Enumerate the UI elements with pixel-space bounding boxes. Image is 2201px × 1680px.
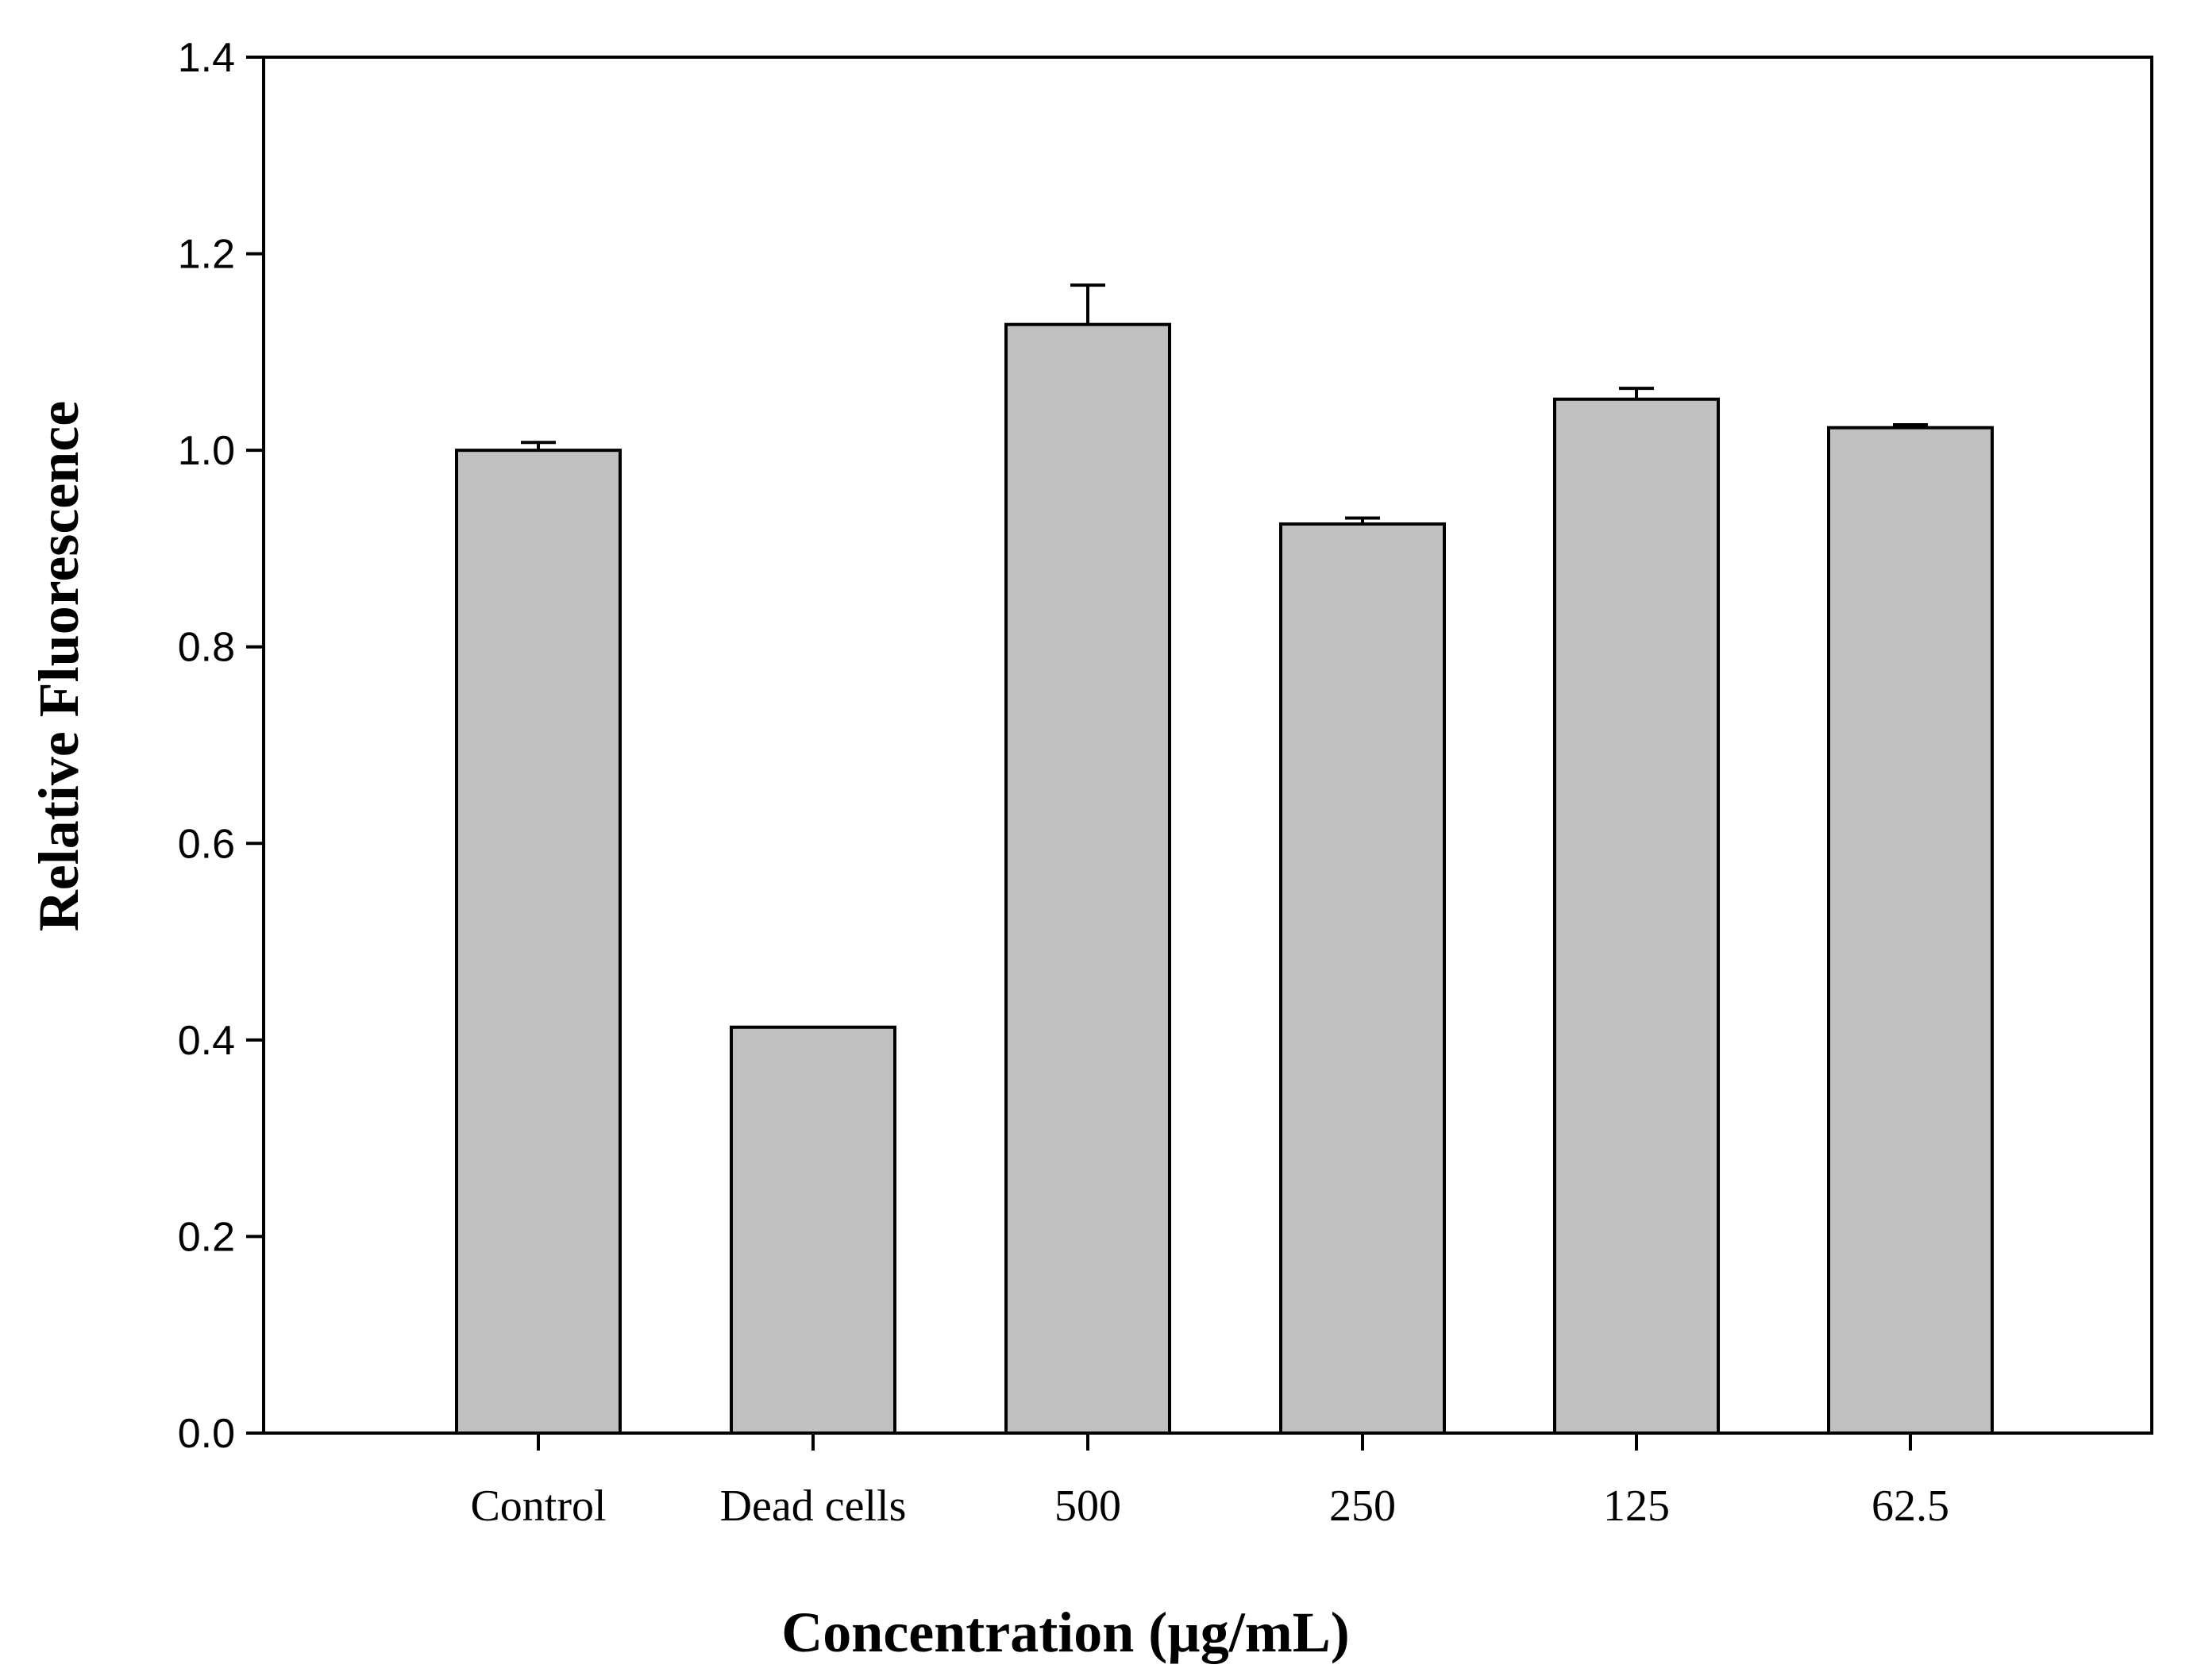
y-tick-label: 1.2 — [178, 232, 235, 278]
bar-control — [455, 449, 622, 1435]
x-tick-label: Control — [470, 1482, 606, 1531]
bar-dead-cells — [730, 1025, 896, 1435]
plot-area-frame — [262, 56, 2153, 1435]
bar-500 — [1004, 322, 1171, 1435]
x-tick-label: 62.5 — [1871, 1482, 1949, 1531]
bar-250 — [1279, 522, 1446, 1435]
y-tick-label: 0.8 — [178, 625, 235, 671]
x-tick-label: 500 — [1054, 1482, 1121, 1531]
bar-62-5 — [1827, 426, 1994, 1435]
x-axis-title: Concentration (µg/mL) — [781, 1601, 1349, 1664]
y-tick-label: 0.4 — [178, 1018, 235, 1064]
y-tick-label: 1.0 — [178, 428, 235, 474]
y-axis-title: Relative Fluorescence — [27, 401, 91, 931]
y-tick-label: 0.2 — [178, 1214, 235, 1260]
bar-125 — [1553, 397, 1720, 1435]
x-tick-label: Dead cells — [720, 1482, 907, 1531]
x-tick-label: 125 — [1603, 1482, 1670, 1531]
y-tick-label: 1.4 — [178, 35, 235, 81]
y-tick-label: 0.0 — [178, 1411, 235, 1457]
x-tick-label: 250 — [1329, 1482, 1396, 1531]
y-tick-label: 0.6 — [178, 821, 235, 867]
